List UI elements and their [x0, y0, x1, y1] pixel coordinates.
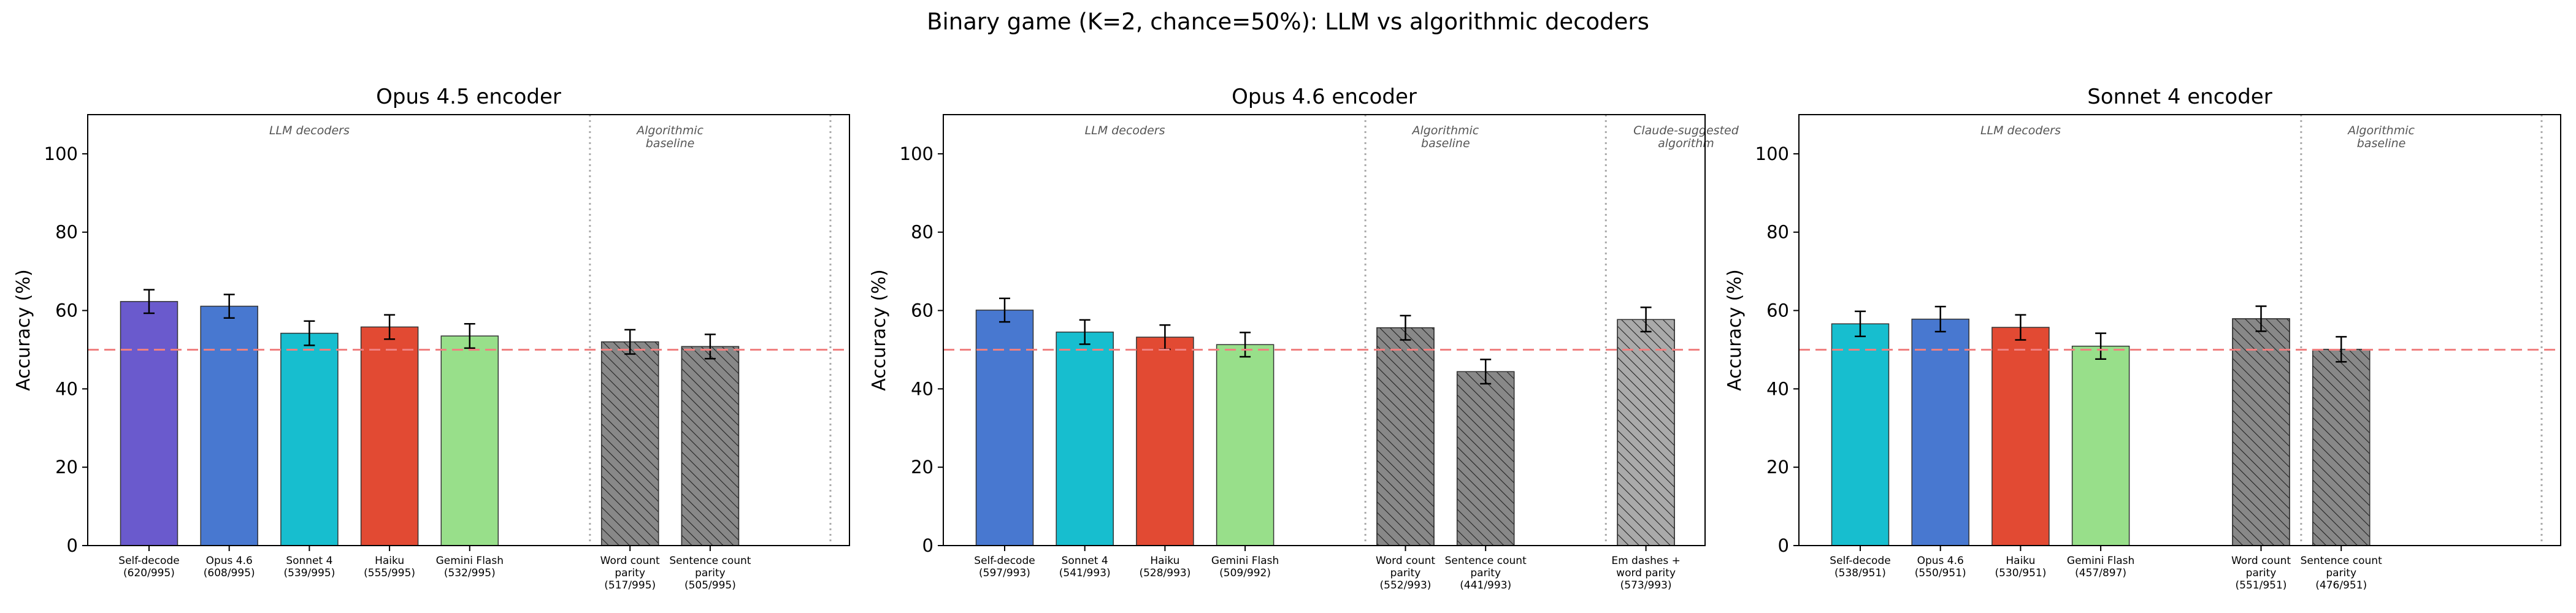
group-label: LLM decoders — [1980, 124, 2061, 137]
bar — [1056, 331, 1114, 546]
x-tick-label: Self-decode (597/993) — [974, 555, 1035, 579]
chart-panel-1: Opus 4.5 encoder Accuracy (%) 0 20 40 60 80 100… — [13, 85, 850, 592]
y-tick-label: 40 — [55, 378, 78, 399]
x-tick-label: Gemini Flash (509/992) — [1211, 555, 1279, 579]
x-tick-label: Sentence count parity (505/995) — [669, 555, 751, 592]
y-tick-label: 0 — [922, 535, 933, 556]
bar — [360, 326, 419, 546]
x-tick-label: Gemini Flash (532/995) — [436, 555, 504, 579]
bar — [1911, 318, 1969, 546]
axes-frame — [943, 114, 1706, 546]
x-tick-label: Self-decode (538/951) — [1830, 555, 1890, 579]
bar — [1136, 337, 1194, 546]
bar-hatch — [600, 341, 659, 546]
group-label: Algorithmic baseline — [635, 124, 703, 150]
bar — [440, 335, 499, 546]
chart-panel-3: Sonnet 4 encoder Accuracy (%) 0 20 40 60 80 100… — [1724, 85, 2561, 592]
group-label: Algorithmic baseline — [2347, 124, 2415, 150]
y-tick-label: 0 — [1778, 535, 1789, 556]
bar — [280, 332, 339, 546]
bar — [975, 310, 1034, 546]
axes-frame — [1798, 114, 2561, 546]
y-tick-label: 20 — [911, 457, 933, 478]
axes-frame — [87, 114, 850, 546]
y-axis-label: Accuracy (%) — [13, 269, 34, 390]
group-label: LLM decoders — [1085, 124, 1165, 137]
y-tick-label: 60 — [1766, 300, 1789, 321]
bar-hatch — [2232, 318, 2290, 546]
y-tick-label: 80 — [1766, 222, 1789, 243]
x-tick-label: Haiku (530/951) — [1995, 555, 2046, 579]
x-tick-label: Sonnet 4 (539/995) — [283, 555, 335, 579]
y-tick-label: 80 — [911, 222, 933, 243]
figure-title: Binary game (K=2, chance=50%): LLM vs al… — [927, 9, 1649, 35]
x-tick-label: Em dashes + word parity (573/993) — [1611, 555, 1681, 592]
group-label: LLM decoders — [269, 124, 350, 137]
y-tick-label: 40 — [1766, 378, 1789, 399]
y-tick-label: 80 — [55, 222, 78, 243]
bar-hatch — [1456, 371, 1515, 546]
y-axis-label: Accuracy (%) — [868, 269, 890, 390]
panel-title: Opus 4.5 encoder — [376, 85, 561, 109]
y-tick-label: 20 — [1766, 457, 1789, 478]
x-tick-label: Self-decode (620/995) — [118, 555, 179, 579]
panel-title: Opus 4.6 encoder — [1232, 85, 1417, 109]
y-tick-label: 100 — [900, 143, 933, 164]
x-tick-label: Word count parity (517/995) — [600, 555, 660, 592]
bar-hatch — [681, 346, 740, 546]
bar — [120, 301, 178, 546]
y-tick-label: 100 — [1755, 143, 1789, 164]
y-tick-label: 60 — [55, 300, 78, 321]
bar-hatch — [1617, 319, 1675, 546]
group-label: Algorithmic baseline — [1411, 124, 1479, 150]
y-tick-label: 40 — [911, 378, 933, 399]
x-tick-label: Opus 4.6 (550/951) — [1915, 555, 1966, 579]
bar-hatch — [1376, 327, 1435, 546]
x-tick-label: Word count parity (552/993) — [1376, 555, 1435, 592]
bar — [1831, 323, 1890, 546]
x-tick-label: Gemini Flash (457/897) — [2067, 555, 2134, 579]
group-label: Claude-suggested algorithm — [1633, 124, 1739, 150]
x-tick-label: Haiku (555/995) — [364, 555, 415, 579]
bar — [200, 305, 258, 546]
x-tick-label: Sonnet 4 (541/993) — [1059, 555, 1111, 579]
x-tick-label: Opus 4.6 (608/995) — [204, 555, 255, 579]
bar-hatch — [2312, 349, 2371, 546]
chart-panel-2: Opus 4.6 encoder Accuracy (%) 0 20 40 60 80 100… — [868, 85, 1739, 592]
x-tick-label: Haiku (528/993) — [1139, 555, 1190, 579]
y-tick-label: 60 — [911, 300, 933, 321]
y-tick-label: 20 — [55, 457, 78, 478]
panel-title: Sonnet 4 encoder — [2087, 85, 2272, 109]
y-tick-label: 100 — [44, 143, 78, 164]
x-tick-label: Word count parity (551/951) — [2231, 555, 2291, 592]
y-tick-label: 0 — [67, 535, 78, 556]
bar — [1991, 327, 2050, 546]
bar — [1216, 344, 1275, 546]
x-tick-label: Sentence count parity (441/993) — [1445, 555, 1527, 592]
x-tick-label: Sentence count parity (476/951) — [2301, 555, 2382, 592]
y-axis-label: Accuracy (%) — [1724, 269, 1746, 390]
bar — [2071, 345, 2130, 546]
